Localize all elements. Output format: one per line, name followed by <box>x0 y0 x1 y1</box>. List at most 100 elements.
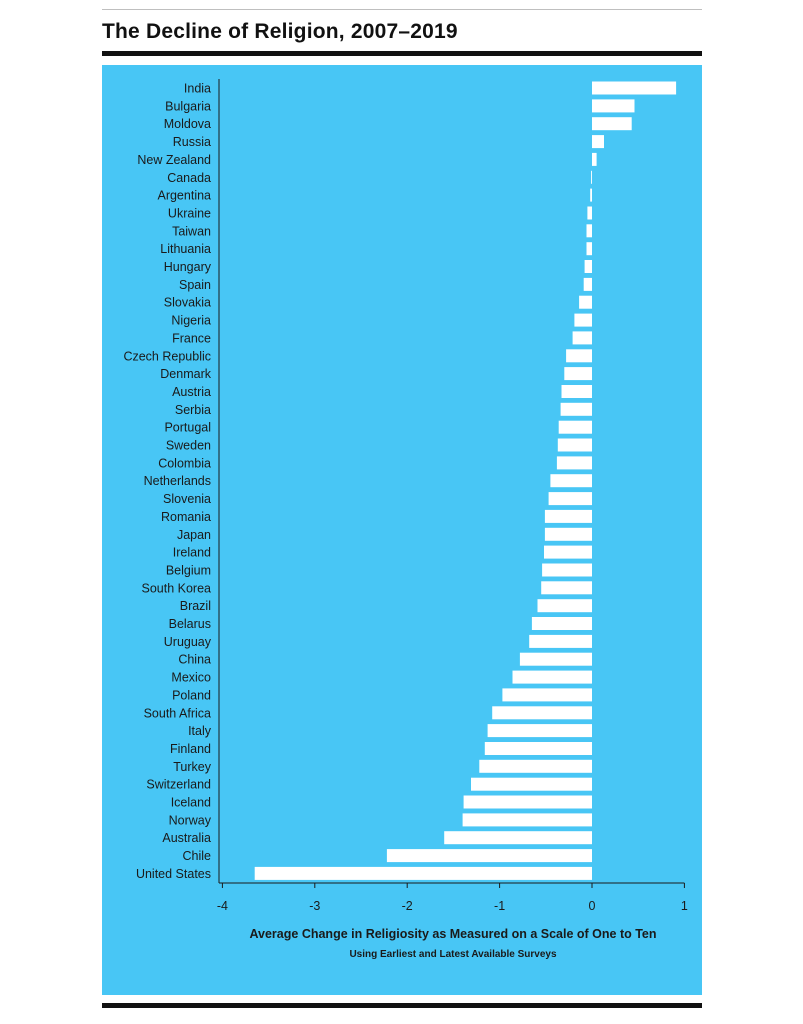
bar-china <box>519 652 592 666</box>
category-label: Nigeria <box>171 314 211 328</box>
category-label: Ukraine <box>168 207 211 221</box>
category-label: Brazil <box>180 599 211 613</box>
bar-ukraine <box>587 206 592 220</box>
category-label: Iceland <box>171 796 211 810</box>
category-label: Denmark <box>160 367 211 381</box>
x-tick-label: 1 <box>681 899 688 913</box>
category-label: Australia <box>162 831 211 845</box>
bar-romania <box>544 509 592 523</box>
category-label: Bulgaria <box>165 99 211 113</box>
category-label: Turkey <box>173 760 211 774</box>
category-label: Moldova <box>164 117 211 131</box>
x-ticks: -4 -3 -2 -1 0 1 <box>217 883 688 913</box>
bar-portugal <box>558 420 592 434</box>
category-label: Belgium <box>166 564 211 578</box>
x-tick-label: -1 <box>494 899 505 913</box>
category-label: South Korea <box>142 581 212 595</box>
bar-belarus <box>531 617 592 630</box>
category-label: Russia <box>173 135 211 149</box>
bar-chart: India Bulgaria Moldova Russia New Zealand Can… <box>102 65 702 995</box>
x-tick-label: -4 <box>217 899 228 913</box>
chart-panel: India Bulgaria Moldova Russia New Zealand Can… <box>102 65 702 995</box>
category-label: Poland <box>172 688 211 702</box>
chart-background <box>102 65 702 995</box>
category-label: Hungary <box>164 260 212 274</box>
bar-france <box>572 331 592 345</box>
x-tick-label: -3 <box>309 899 320 913</box>
category-label: China <box>178 653 211 667</box>
category-label: Colombia <box>158 456 211 470</box>
bar-iceland <box>463 795 592 809</box>
bar-colombia <box>556 456 592 470</box>
category-label: Romania <box>161 510 211 524</box>
bar-argentina <box>590 188 592 202</box>
category-label: Japan <box>177 528 211 542</box>
bar-belgium <box>542 563 592 577</box>
category-label: Mexico <box>171 671 211 685</box>
bar-lithuania <box>586 242 592 256</box>
bar-italy <box>487 724 592 738</box>
top-rule <box>102 9 702 10</box>
bar-serbia <box>560 402 592 416</box>
bar-slovenia <box>548 492 592 506</box>
bar-russia <box>592 135 604 149</box>
bar-sweden <box>557 438 592 452</box>
category-label: Argentina <box>157 189 211 203</box>
bar-nigeria <box>574 313 592 327</box>
bar-spain <box>583 277 592 291</box>
bar-hungary <box>584 260 592 273</box>
bar-india <box>592 81 677 95</box>
bar-uruguay <box>529 634 592 648</box>
category-label: United States <box>136 867 211 881</box>
bar-czech-republic <box>566 349 592 363</box>
category-label: France <box>172 331 211 345</box>
category-label: Austria <box>172 385 211 399</box>
category-label: Chile <box>183 849 212 863</box>
bar-south-africa <box>492 706 592 720</box>
bar-mexico <box>512 670 592 684</box>
bar-switzerland <box>471 777 592 791</box>
bar-south-korea <box>541 581 592 595</box>
bar-japan <box>544 527 592 541</box>
category-label: Netherlands <box>144 474 211 488</box>
category-label: Italy <box>188 724 212 738</box>
bar-slovakia <box>579 295 592 309</box>
category-label: Portugal <box>164 421 211 435</box>
category-label: Ireland <box>173 546 211 560</box>
category-label: Slovakia <box>164 296 211 310</box>
bottom-rule <box>102 1003 702 1008</box>
bar-netherlands <box>550 474 592 488</box>
bar-austria <box>561 385 592 398</box>
category-label: South Africa <box>144 706 211 720</box>
page-title: The Decline of Religion, 2007–2019 <box>102 20 458 43</box>
category-label: Czech Republic <box>123 349 211 363</box>
bar-australia <box>444 831 592 845</box>
bar-canada <box>591 170 592 184</box>
category-label: Uruguay <box>164 635 212 649</box>
bar-poland <box>502 688 592 702</box>
category-label: Canada <box>167 171 211 185</box>
x-axis-subtitle: Using Earliest and Latest Available Surv… <box>349 949 557 960</box>
category-label: Slovenia <box>163 492 211 506</box>
bar-united-states <box>254 866 592 880</box>
x-axis-label: Average Change in Religiosity as Measure… <box>249 927 656 941</box>
category-label: Finland <box>170 742 211 756</box>
category-label: Norway <box>169 813 212 827</box>
category-label: Serbia <box>175 403 211 417</box>
category-label: Lithuania <box>160 242 211 256</box>
bar-chile <box>386 849 592 863</box>
title-rule <box>102 51 702 56</box>
x-tick-label: -2 <box>402 899 413 913</box>
bar-bulgaria <box>592 99 635 113</box>
bar-new-zealand <box>592 152 597 166</box>
category-label: Sweden <box>166 439 211 453</box>
bar-moldova <box>592 117 632 131</box>
bar-finland <box>484 742 592 755</box>
category-label: Belarus <box>169 617 211 631</box>
bar-taiwan <box>586 224 592 238</box>
category-label: New Zealand <box>137 153 211 167</box>
x-tick-label: 0 <box>589 899 596 913</box>
bar-ireland <box>544 545 592 559</box>
category-label: India <box>184 82 211 96</box>
category-label: Taiwan <box>172 224 211 238</box>
